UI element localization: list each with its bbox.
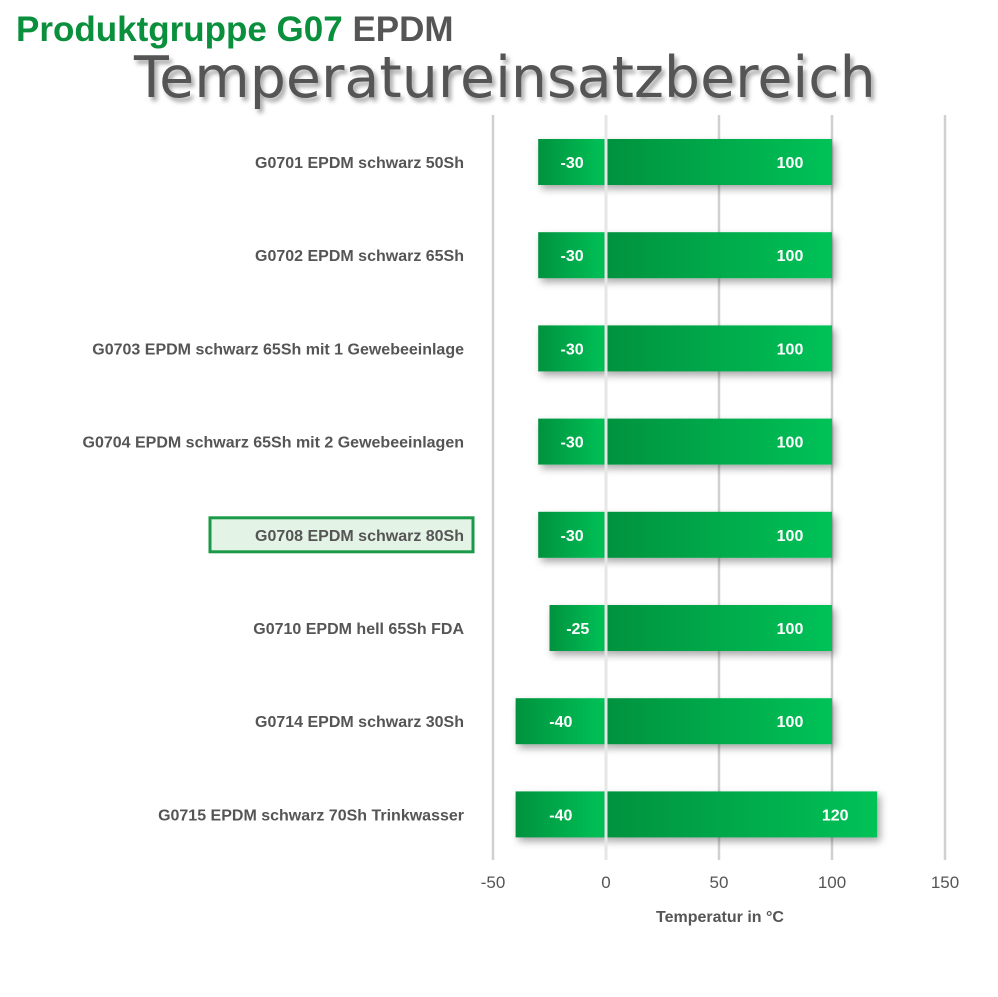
x-tick-label: 150 <box>931 873 959 892</box>
category-label: G0703 EPDM schwarz 65Sh mit 1 Gewebeeinl… <box>92 341 464 358</box>
min-value-label: -30 <box>561 248 584 265</box>
min-value-label: -30 <box>561 341 584 358</box>
min-value-label: -40 <box>549 714 572 731</box>
bar-max-segment <box>606 232 832 279</box>
x-tick-label: 0 <box>601 873 610 892</box>
x-axis-title: Temperatur in °C <box>656 909 784 926</box>
max-value-label: 100 <box>777 341 804 358</box>
max-value-label: 100 <box>777 528 804 545</box>
bars: -30 100 -30 100 -30 100 -30 100 -30 100 -25 100 -40 1… <box>515 115 878 860</box>
min-value-label: -25 <box>566 621 589 638</box>
bar-max-segment <box>606 791 878 838</box>
chart-title: Temperatureinsatzbereich <box>134 45 876 111</box>
min-value-label: -30 <box>561 528 584 545</box>
bar-min-segment <box>549 605 606 651</box>
category-labels: G0701 EPDM schwarz 50Sh G0702 EPDM schwar… <box>83 155 475 824</box>
product-group-label: Produktgruppe G07 <box>16 10 343 49</box>
bar-min-segment <box>515 698 606 745</box>
bar-min-segment <box>538 232 606 279</box>
bar-max-segment <box>606 605 832 651</box>
bar-max-segment <box>606 139 832 185</box>
material-label: EPDM <box>352 10 454 49</box>
bar-max-segment <box>606 418 832 465</box>
min-value-label: -30 <box>561 435 584 452</box>
max-value-label: 100 <box>777 155 804 172</box>
bar-min-segment <box>515 791 606 838</box>
max-value-label: 100 <box>777 714 804 731</box>
max-value-label: 100 <box>777 435 804 452</box>
category-label: G0714 EPDM schwarz 30Sh <box>255 714 464 731</box>
category-label: G0708 EPDM schwarz 80Sh <box>255 528 464 545</box>
bar-max-segment <box>606 698 832 745</box>
bar-max-segment <box>606 325 832 372</box>
x-tick-label: 100 <box>818 873 846 892</box>
bar-min-segment <box>538 139 606 185</box>
x-tick-label: -50 <box>481 873 506 892</box>
max-value-label: 120 <box>822 807 849 824</box>
gridlines <box>491 115 947 860</box>
bar-min-segment <box>538 511 606 558</box>
x-axis-ticks: -50 0 50 100 150 <box>481 873 959 892</box>
bar-min-segment <box>538 418 606 465</box>
min-value-label: -30 <box>561 155 584 172</box>
max-value-label: 100 <box>777 621 804 638</box>
category-label: G0715 EPDM schwarz 70Sh Trinkwasser <box>158 807 464 824</box>
min-value-label: -40 <box>549 807 572 824</box>
category-label: G0704 EPDM schwarz 65Sh mit 2 Gewebeeinl… <box>83 435 464 452</box>
category-label: G0710 EPDM hell 65Sh FDA <box>253 621 464 638</box>
max-value-label: 100 <box>777 248 804 265</box>
category-label: G0701 EPDM schwarz 50Sh <box>255 155 464 172</box>
x-tick-label: 50 <box>710 873 729 892</box>
highlighted-label-box <box>208 516 475 554</box>
bar-min-segment <box>538 325 606 372</box>
category-label: G0702 EPDM schwarz 65Sh <box>255 248 464 265</box>
product-group-heading: Produktgruppe G07 EPDM <box>16 8 454 52</box>
bar-max-segment <box>606 511 832 558</box>
